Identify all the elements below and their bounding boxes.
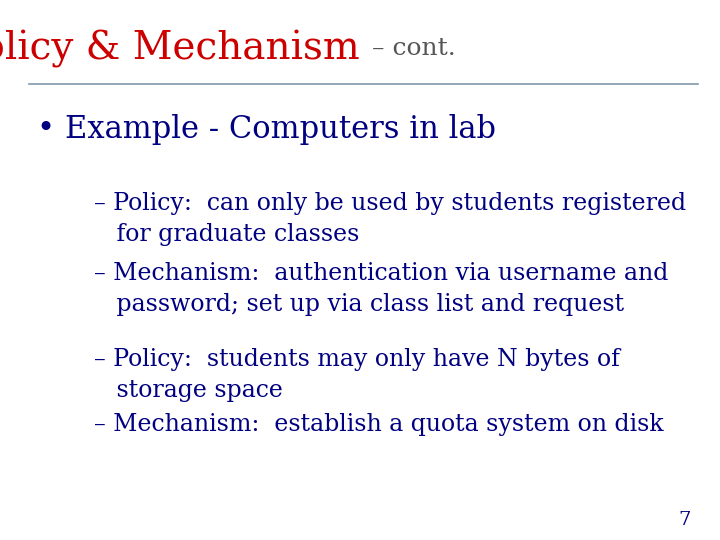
Text: 7: 7: [679, 511, 691, 529]
Text: – Mechanism:  establish a quota system on disk: – Mechanism: establish a quota system on…: [94, 413, 663, 436]
Text: – Policy:  students may only have N bytes of
   storage space: – Policy: students may only have N bytes…: [94, 348, 619, 402]
Text: – Mechanism:  authentication via username and
   password; set up via class list: – Mechanism: authentication via username…: [94, 262, 668, 316]
Text: – Policy:  can only be used by students registered
   for graduate classes: – Policy: can only be used by students r…: [94, 192, 685, 246]
Text: – cont.: – cont.: [364, 37, 455, 60]
Text: Example - Computers in lab: Example - Computers in lab: [65, 114, 496, 145]
Text: •: •: [36, 114, 54, 145]
Text: Policy & Mechanism: Policy & Mechanism: [0, 30, 360, 68]
